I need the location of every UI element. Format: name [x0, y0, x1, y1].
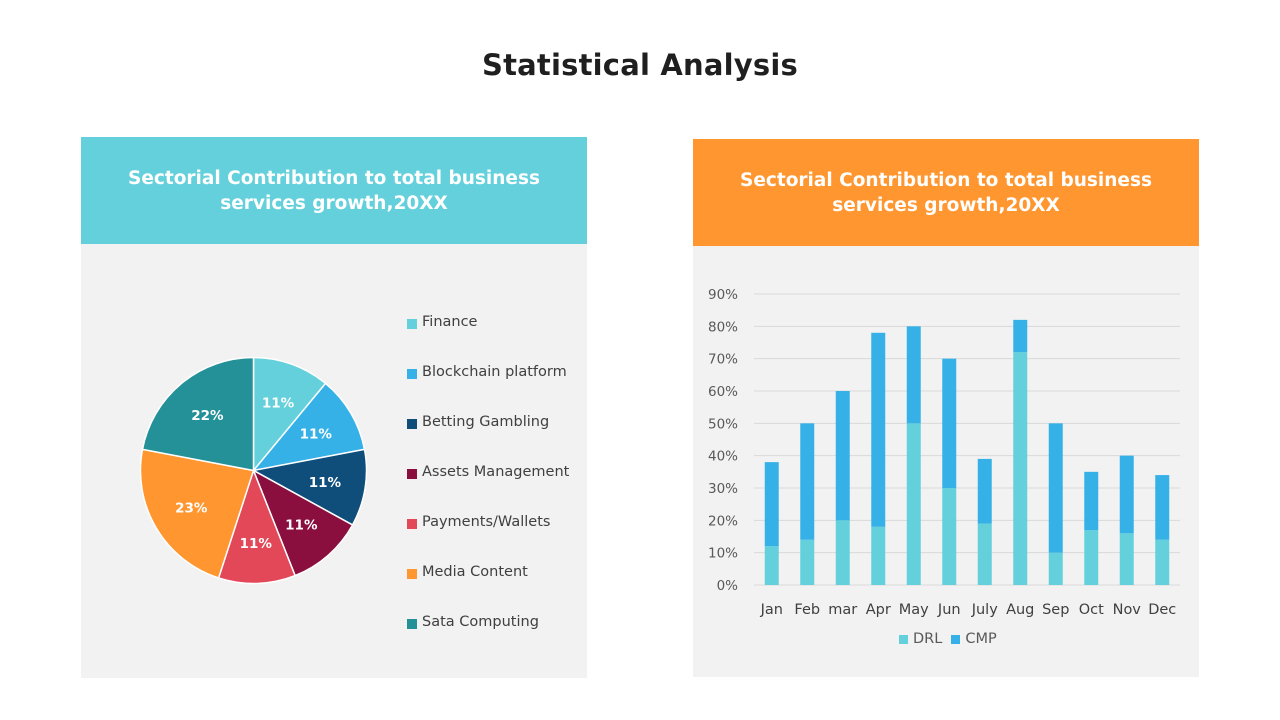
x-tick-label: Aug — [1006, 602, 1034, 618]
bar-drl-jan — [764, 546, 779, 585]
x-tick-label: Jan — [760, 602, 783, 618]
legend-item-finance: Finance — [407, 312, 572, 333]
bar-cmp-apr — [871, 332, 886, 527]
bar-drl-july — [977, 523, 992, 585]
bar-drl-mar — [835, 520, 850, 585]
bar-cmp-may — [906, 326, 921, 424]
pie-data-label: 23% — [175, 500, 208, 516]
bar-cmp-oct — [1084, 471, 1099, 531]
y-tick-label: 30% — [708, 481, 738, 497]
legend-item-cmp: CMP — [951, 631, 997, 647]
x-tick-label: Dec — [1148, 602, 1176, 618]
legend-swatch — [407, 419, 417, 429]
x-tick-label: May — [899, 602, 929, 618]
legend-item-payments-wallets: Payments/Wallets — [407, 512, 572, 533]
pie-chart-panel: Sectorial Contribution to total business… — [81, 137, 587, 678]
legend-item-drl: DRL — [899, 631, 942, 647]
legend-label: Media Content — [422, 564, 528, 580]
legend-swatch — [407, 469, 417, 479]
legend-label: Blockchain platform — [422, 364, 567, 380]
x-tick-label: Nov — [1113, 602, 1142, 618]
y-tick-label: 60% — [708, 384, 738, 400]
bar-cmp-dec — [1155, 475, 1170, 540]
y-tick-label: 70% — [708, 352, 738, 368]
bar-legend: DRL CMP — [899, 631, 1006, 647]
pie-slice-finance — [252, 356, 327, 473]
pie-data-label: 22% — [191, 408, 224, 424]
legend-label: CMP — [965, 631, 997, 647]
pie-chart: 11% 11% 11% 11% 11% 23% 22% — [139, 356, 368, 585]
legend-label: DRL — [913, 631, 943, 647]
legend-label: Sata Computing — [422, 614, 539, 630]
legend-swatch — [407, 519, 417, 529]
bar-chart-panel: Sectorial Contribution to total business… — [693, 139, 1199, 677]
y-tick-label: 90% — [708, 287, 738, 303]
bar-drl-feb — [800, 539, 815, 585]
pie-data-label: 11% — [309, 475, 342, 491]
legend-swatch — [407, 569, 417, 579]
legend-item-sata-computing: Sata Computing — [407, 612, 572, 633]
legend-swatch — [899, 634, 908, 644]
bar-chart: 0% 10% 20% 30% 40% 50% 60% 70% 80% 90% Jan Feb mar Ap… — [708, 287, 1180, 618]
legend-swatch — [407, 369, 417, 379]
y-tick-label: 40% — [708, 449, 738, 465]
y-tick-label: 20% — [708, 513, 738, 529]
pie-slice-betting-gambling — [251, 448, 368, 526]
bar-drl-sep — [1048, 552, 1063, 585]
legend-swatch — [951, 634, 961, 644]
x-tick-label: July — [971, 602, 998, 618]
bar-panel-header: Sectorial Contribution to total business… — [693, 139, 1199, 246]
legend-label: Assets Management — [422, 464, 570, 480]
bar-drl-aug — [1013, 352, 1028, 585]
pie-panel-header: Sectorial Contribution to total business… — [81, 137, 587, 244]
bar-drl-nov — [1119, 533, 1134, 585]
bar-cmp-mar — [835, 391, 850, 521]
x-tick-label: Sep — [1042, 602, 1069, 618]
bar-drl-jun — [942, 488, 957, 585]
bar-drl-dec — [1155, 539, 1170, 585]
pie-slice-sata-computing — [141, 356, 255, 472]
legend-item-blockchain-platform: Blockchain platform — [407, 362, 572, 383]
bar-cmp-jan — [764, 462, 779, 547]
x-tick-label: Oct — [1079, 602, 1104, 618]
y-tick-label: 80% — [708, 319, 738, 335]
pie-data-label: 11% — [285, 518, 318, 534]
bar-cmp-nov — [1119, 455, 1134, 534]
pie-slice-assets-management — [252, 468, 354, 577]
bar-cmp-jun — [942, 358, 957, 488]
x-tick-label: Feb — [794, 602, 820, 618]
pie-data-label: 11% — [300, 427, 333, 443]
legend-swatch — [407, 319, 417, 329]
y-tick-label: 50% — [708, 416, 738, 432]
bar-cmp-sep — [1048, 423, 1063, 553]
legend-label: Finance — [422, 314, 478, 330]
legend-swatch — [407, 619, 417, 629]
pie-data-label: 11% — [240, 536, 273, 552]
x-tick-label: Jun — [937, 602, 961, 618]
bar-cmp-feb — [800, 423, 815, 540]
bar-cmp-aug — [1013, 319, 1028, 353]
page-title: Statistical Analysis — [482, 48, 798, 82]
x-tick-label: Apr — [866, 602, 891, 618]
x-tick-label: mar — [828, 602, 857, 618]
bar-drl-oct — [1084, 530, 1099, 585]
pie-slice-payments-wallets — [217, 468, 297, 585]
legend-label: Payments/Wallets — [422, 514, 551, 530]
legend-item-media-content: Media Content — [407, 562, 572, 583]
pie-slice-blockchain-platform — [251, 382, 366, 472]
bar-drl-may — [906, 423, 921, 585]
pie-data-label: 11% — [262, 395, 295, 411]
pie-slice-media-content — [139, 448, 255, 579]
bar-drl-apr — [871, 526, 886, 585]
legend-item-assets-management: Assets Management — [407, 462, 572, 483]
legend-label: Betting Gambling — [422, 414, 550, 430]
bar-cmp-july — [977, 458, 992, 524]
legend-item-betting-gambling: Betting Gambling — [407, 412, 572, 433]
y-tick-label: 10% — [708, 546, 738, 562]
y-tick-label: 0% — [717, 578, 739, 594]
